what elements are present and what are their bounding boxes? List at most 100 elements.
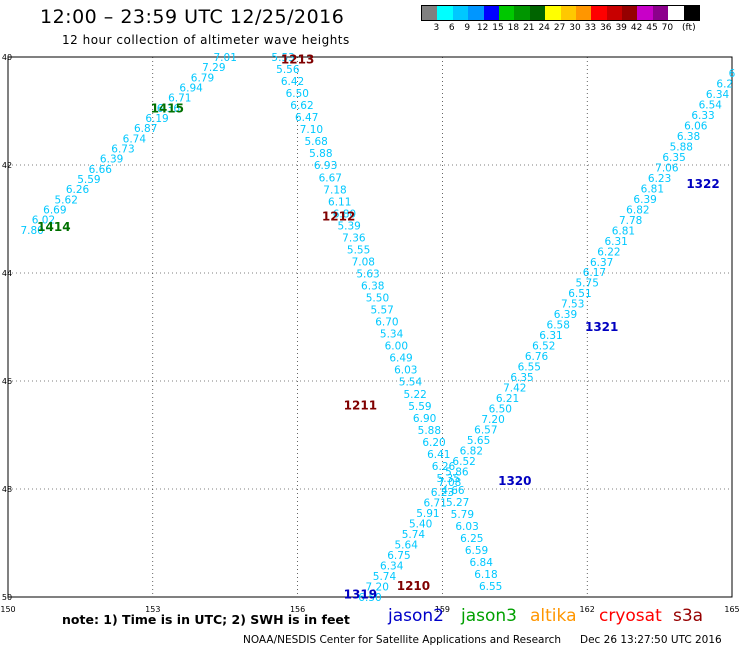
legend-label: 3 [433,23,440,33]
wave-height-value: 6.82 [626,204,649,216]
legend-label: 24 [538,23,550,33]
wave-height-value: 6.21 [496,393,519,405]
wave-height-value: 6.93 [314,160,337,172]
wave-height-value: 6.11 [328,196,351,208]
wave-height-value: 6.49 [389,353,412,365]
legend-swatch [483,6,499,20]
legend-swatch [591,6,607,20]
pass-label: 1211 [344,398,377,412]
wave-height-value: 5.53 [271,52,294,64]
wave-height-value: 5.68 [304,136,327,148]
lat-tick-label: 44 [2,269,12,278]
wave-height-value: 5.59 [77,174,100,186]
wave-height-value: 5.56 [276,64,300,76]
wave-height-value: 6.76 [525,351,549,363]
wave-height-value: 6.35 [510,372,533,384]
wave-height-value: 6.06 [684,121,708,133]
wave-height-value: 5.57 [370,305,393,317]
wave-height-value: 4.66 [441,485,465,497]
lat-tick-label: 50 [2,593,12,602]
wave-height-value: 6.31 [539,330,562,342]
wave-height-value: 7.20 [481,414,504,426]
legend-color-bar [421,5,701,21]
legend-label: 33 [584,23,597,33]
legend-label: 36 [600,23,612,33]
satellite-cryosat-label: cryosat [599,606,662,626]
legend-label: 15 [492,23,504,33]
wave-height-value: 5.75 [576,278,599,290]
pass-label: 1415 [151,101,184,115]
legend-label: 39 [615,23,627,33]
wave-height-value: 6.47 [295,112,318,124]
legend-label: (ft) [682,23,696,33]
wave-height-value: 5.88 [309,148,332,160]
wave-height-value: 6.55 [479,581,502,593]
satellite-altika-label: altika [530,606,577,626]
satellite-s3a-label: s3a [673,606,704,626]
wave-height-value: 6.02 [32,215,55,227]
wave-height-value: 7.01 [214,52,237,64]
lon-tick-label: 150 [0,605,15,614]
wave-height-value: 6.70 [375,317,398,329]
lat-tick-label: 40 [2,53,12,62]
wave-height-value: 6.84 [470,557,494,569]
wave-height-value: 7.18 [323,184,346,196]
lon-tick-label: 162 [580,605,595,614]
chart-title: 12:00 – 23:59 UTC 12/25/2016 [40,6,345,28]
wave-height-value: 6.75 [387,550,410,562]
wave-height-value: 5.65 [467,435,490,447]
legend-swatch [498,6,515,20]
wave-height-value: 6.2 [716,79,733,91]
footer-timestamp: Dec 26 13:27:50 UTC 2016 [580,634,722,646]
wave-height-value: 6.22 [597,246,620,258]
wave-height-value: 6.26 [432,461,456,473]
wave-height-value: 5.63 [356,268,379,280]
legend-swatch [606,6,623,20]
wave-height-value: 6.69 [43,204,66,216]
legend-swatch [514,6,530,20]
wave-height-value: 5.40 [409,519,432,531]
units-note: note: 1) Time is in UTC; 2) SWH is in fe… [62,612,350,627]
pass-label: 1213 [281,53,314,67]
wave-height-value: 5.50 [366,293,389,305]
lon-tick-label: 156 [290,605,305,614]
legend-label: 12 [476,23,489,33]
wave-height-value: 6.38 [361,281,384,293]
legend-label: 18 [507,23,520,33]
wave-height-value: 5.79 [451,509,474,521]
wave-height-value: 7.36 [342,232,366,244]
pass-label: 1210 [397,579,430,593]
wave-height-value: 6.39 [100,154,123,166]
lat-tick-label: 42 [2,161,12,170]
legend-swatch [622,6,638,20]
wave-height-value: 6.82 [460,445,483,457]
pass-labels: 1414 1415 1213 1212 1211 1210 1319 1320 1321 1322 [37,53,720,602]
wave-height-value: 6.31 [604,236,627,248]
wave-height-value: 7.53 [561,299,584,311]
wave-height-value: 6.00 [385,341,408,353]
wave-height-value: 7.80 [20,225,43,237]
wave-height-value: 6.26 [66,184,90,196]
wave-height-value: 7.10 [300,124,323,136]
legend-swatch [575,6,592,20]
wave-height-value: 6.34 [706,89,730,101]
satellite-jason2-label: jason2 [388,606,444,626]
wave-height-value: 6.19 [145,113,168,125]
wave-height-value: 5.27 [446,497,469,509]
wave-height-value: 6.71 [168,93,191,105]
wave-height-value: 6.42 [281,76,304,88]
wave-height-value: 6.58 [547,320,570,332]
wave-height-value: 6.67 [319,172,342,184]
wave-height-value: 6.03 [394,365,417,377]
wave-height-value: 6.51 [568,288,591,300]
wave-height-value: 6.18 [474,569,497,581]
wave-height-value: 6.87 [134,123,157,135]
wave-height-value: 5.88 [418,425,441,437]
wave-height-value: 6.50 [286,88,309,100]
legend-label: 9 [464,23,471,33]
legend-label: 27 [553,23,566,33]
legend-swatch [683,6,700,20]
wave-height-value: 6.23 [431,487,454,499]
legend-label: 30 [569,23,581,33]
